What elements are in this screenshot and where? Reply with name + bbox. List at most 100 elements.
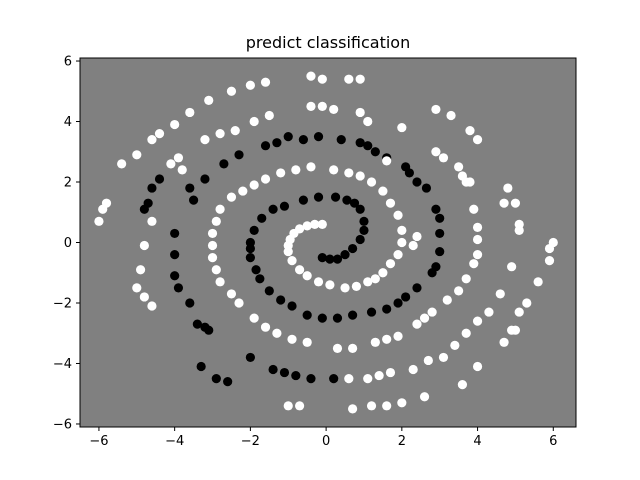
data-point — [298, 135, 308, 145]
data-point — [507, 262, 517, 272]
data-point — [344, 374, 354, 384]
data-point — [219, 159, 229, 169]
data-point — [268, 204, 278, 214]
data-point — [397, 225, 407, 235]
data-point — [291, 165, 301, 175]
data-point — [260, 77, 271, 87]
data-point — [366, 177, 377, 187]
data-point — [336, 135, 346, 145]
data-point — [348, 343, 358, 353]
data-point — [170, 119, 180, 130]
data-point — [340, 283, 350, 293]
data-point — [469, 204, 479, 214]
data-point — [94, 216, 104, 226]
data-point — [317, 219, 327, 229]
y-tick-label: 0 — [64, 236, 72, 251]
data-point — [298, 195, 308, 205]
data-point — [370, 337, 380, 347]
data-point — [249, 180, 259, 190]
data-point — [499, 337, 509, 347]
data-point — [457, 380, 468, 390]
data-point — [185, 298, 195, 308]
data-point — [200, 322, 210, 332]
data-point — [472, 222, 483, 232]
data-point — [435, 213, 445, 223]
data-point — [431, 204, 441, 214]
data-point — [135, 265, 146, 275]
data-point — [397, 398, 407, 408]
data-point — [317, 74, 327, 84]
data-point — [366, 307, 377, 317]
data-point — [302, 271, 312, 281]
data-point — [450, 340, 460, 350]
data-point — [385, 259, 396, 269]
x-tick-label: 6 — [549, 434, 557, 449]
data-point — [306, 162, 316, 172]
x-tick-label: −6 — [89, 434, 108, 449]
data-point — [230, 125, 240, 136]
data-point — [185, 107, 195, 118]
data-point — [139, 240, 149, 251]
data-point — [472, 316, 483, 326]
data-point — [348, 310, 358, 320]
data-point — [147, 135, 157, 145]
data-point — [279, 367, 290, 378]
data-point — [421, 183, 432, 193]
data-point — [226, 86, 237, 96]
data-point — [207, 240, 218, 251]
data-point — [469, 259, 479, 269]
data-point — [154, 129, 165, 139]
data-point — [251, 265, 261, 275]
data-point — [234, 150, 244, 160]
data-point — [249, 225, 259, 235]
data-point — [442, 295, 452, 305]
data-point — [329, 165, 339, 175]
data-point — [245, 80, 255, 90]
data-point — [117, 159, 127, 169]
data-point — [438, 153, 449, 163]
data-point — [344, 74, 354, 84]
data-point — [370, 147, 380, 157]
data-point — [200, 174, 210, 184]
data-point — [264, 110, 274, 121]
data-point — [317, 101, 327, 111]
data-point — [412, 231, 422, 242]
data-point — [170, 228, 180, 239]
data-point — [351, 281, 361, 291]
data-point — [185, 183, 195, 193]
data-point — [374, 370, 384, 381]
data-point — [287, 334, 297, 344]
data-point — [177, 165, 187, 175]
data-point — [412, 283, 422, 293]
data-point — [268, 364, 278, 375]
data-point — [313, 132, 324, 142]
data-point — [211, 216, 221, 226]
y-tick-label: −6 — [53, 417, 72, 432]
data-point — [234, 298, 244, 308]
data-point — [283, 132, 293, 142]
data-point — [349, 198, 360, 208]
data-point — [147, 301, 157, 311]
data-point — [147, 183, 157, 193]
data-point — [465, 125, 475, 136]
data-point — [378, 268, 388, 278]
data-point — [207, 228, 218, 239]
data-point — [431, 104, 441, 115]
x-tick-label: 2 — [398, 434, 406, 449]
data-point — [283, 246, 293, 257]
data-point — [544, 256, 555, 266]
data-point — [461, 274, 471, 284]
data-point — [393, 298, 403, 308]
data-point — [260, 141, 271, 151]
data-point — [317, 253, 327, 263]
data-point — [302, 221, 312, 231]
data-point — [454, 162, 464, 172]
data-point — [397, 237, 407, 248]
data-point — [207, 253, 218, 263]
data-point — [359, 216, 369, 226]
data-point — [170, 271, 180, 281]
data-point — [245, 253, 255, 263]
data-point — [510, 198, 521, 208]
data-point — [385, 367, 396, 378]
data-point — [484, 307, 494, 317]
